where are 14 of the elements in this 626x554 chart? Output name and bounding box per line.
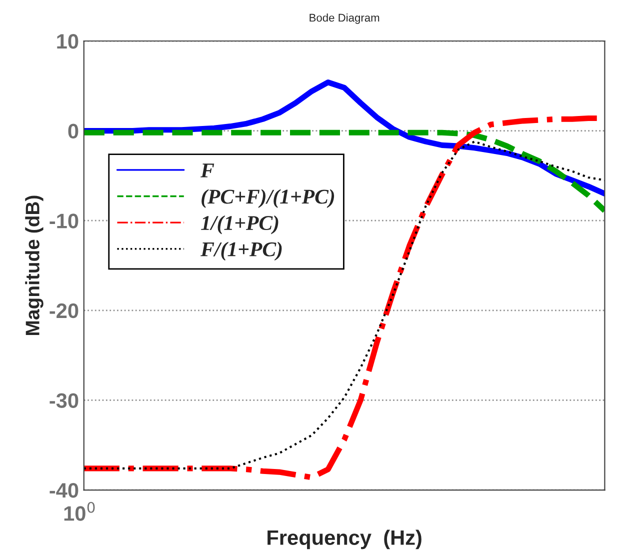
legend-label: F/(1+PC) <box>200 242 282 261</box>
text: 10$^{0}$ <box>64 502 95 521</box>
y-tick-label: -10 <box>50 214 78 228</box>
y-tick-label: -20 <box>50 303 78 318</box>
legend-label: (PC+F)/(1+PC) <box>202 189 334 208</box>
legend-label: F <box>200 164 214 178</box>
y-tick-label: 0 <box>68 124 78 139</box>
y-axis-title: Magnitude (dB) <box>25 196 44 335</box>
y-tick-label: -30 <box>50 393 78 408</box>
chart-title: Bode Diagram <box>310 14 380 24</box>
legend-label: 1/(1+PC) <box>201 215 278 234</box>
y-tick-label: 10 <box>57 34 78 49</box>
x-axis-title: Frequency (Hz) <box>268 530 422 550</box>
y-tick-label: -40 <box>50 483 78 498</box>
